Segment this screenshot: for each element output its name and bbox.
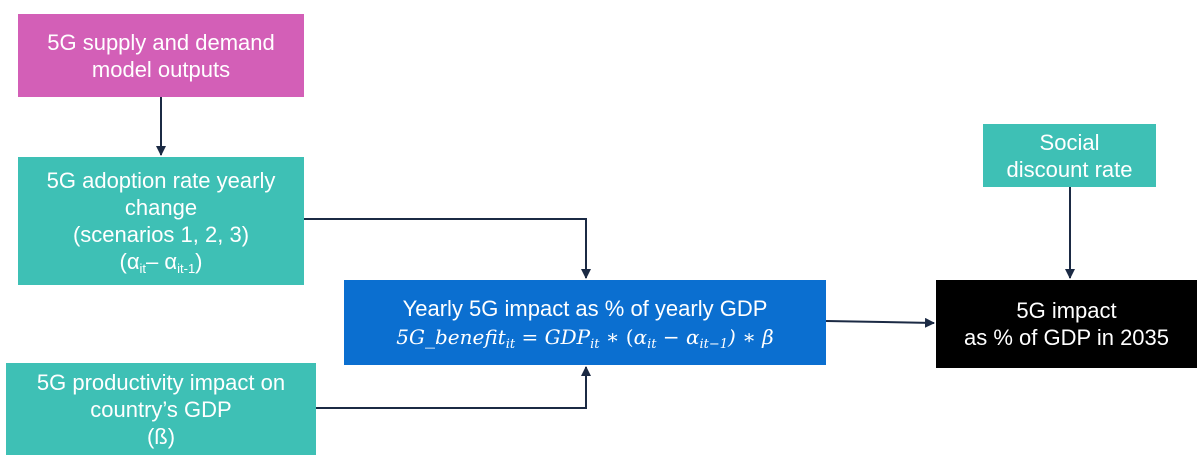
- yearly-impact-title: Yearly 5G impact as % of yearly GDP: [402, 295, 768, 321]
- formula-alpha-2: α: [685, 324, 700, 349]
- supply-demand-line2: model outputs: [91, 56, 231, 82]
- yearly-impact-formula: 5G_benefitit = GDPit ∗ (αit − αit−1) ∗ β: [396, 324, 773, 351]
- adoption-sub-it1: it-1: [177, 261, 196, 276]
- adoption-alpha-expression: (αit– αit-1): [119, 248, 202, 275]
- adoption-alpha-2: α: [164, 249, 178, 274]
- formula-gdp-sub: it: [590, 336, 600, 352]
- yearly-impact-box: Yearly 5G impact as % of yearly GDP 5G_b…: [344, 280, 826, 365]
- formula-alpha-1: α: [633, 324, 648, 349]
- adoption-open-paren: (: [119, 249, 127, 274]
- adoption-alpha-1: α: [126, 249, 140, 274]
- adoption-dash: –: [146, 249, 165, 274]
- formula-equals: =: [515, 324, 545, 349]
- formula-lhs-sub: it: [505, 336, 516, 352]
- productivity-line3: (ß): [146, 423, 176, 449]
- arrow-productivity-to-yearly: [316, 366, 591, 409]
- formula-gdp: GDP: [544, 324, 591, 349]
- supply-demand-line1: 5G supply and demand: [47, 29, 275, 55]
- productivity-line2: country’s GDP: [90, 396, 232, 422]
- formula-alpha-1-sub: it: [647, 336, 657, 352]
- social-discount-line2: discount rate: [1006, 156, 1133, 182]
- formula-times-beta: ) ∗ β: [728, 324, 774, 349]
- adoption-sub-it: it: [139, 261, 147, 276]
- adoption-line2: change: [124, 195, 198, 220]
- formula-minus: −: [656, 324, 686, 349]
- productivity-impact-box: 5G productivity impact on country’s GDP …: [6, 363, 316, 455]
- arrow-yearly-to-impact: [825, 317, 935, 328]
- supply-demand-box: 5G supply and demand model outputs: [18, 14, 304, 97]
- final-impact-box: 5G impact as % of GDP in 2035: [936, 280, 1197, 368]
- adoption-line3: (scenarios 1, 2, 3): [72, 222, 250, 247]
- final-impact-line1: 5G impact: [1016, 298, 1117, 323]
- productivity-line1: 5G productivity impact on: [36, 369, 286, 395]
- arrow-adoption-to-yearly: [304, 218, 591, 279]
- formula-lhs: 5G_benefit: [396, 324, 506, 349]
- adoption-line1: 5G adoption rate yearly: [46, 168, 276, 193]
- social-discount-line1: Social: [1039, 129, 1100, 155]
- adoption-rate-box: 5G adoption rate yearly change (scenario…: [18, 157, 304, 285]
- final-impact-line2: as % of GDP in 2035: [963, 325, 1170, 350]
- social-discount-box: Social discount rate: [983, 124, 1156, 187]
- formula-times-open: ∗ (: [599, 324, 634, 349]
- formula-alpha-2-sub: it−1: [699, 336, 729, 352]
- adoption-close-paren: ): [195, 249, 203, 274]
